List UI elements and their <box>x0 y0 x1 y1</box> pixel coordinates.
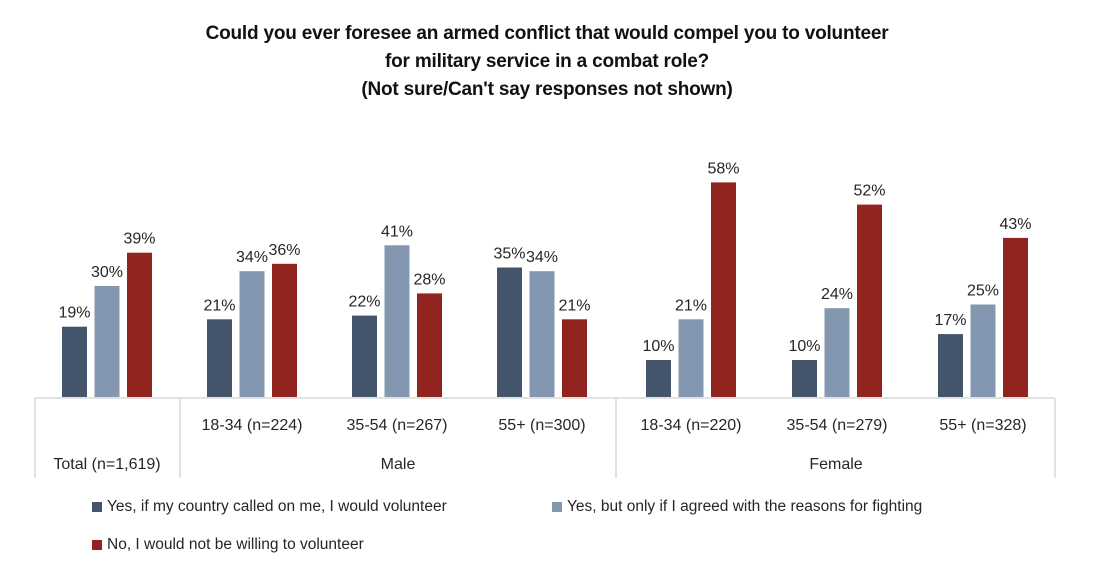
category-axis: Total (n=1,619) 18-34 (n=224) 35-54 (n=267… <box>34 397 1056 478</box>
category-label: 18-34 (n=224) <box>202 417 303 434</box>
bar-3-1 <box>127 252 152 397</box>
bar-3-2 <box>272 263 297 397</box>
group-label-female: Female <box>809 456 862 473</box>
chart-title-line-3: (Not sure/Can't say responses not shown) <box>361 79 733 100</box>
data-label: 19% <box>58 305 90 322</box>
bar-1-5 <box>646 360 671 397</box>
data-label: 10% <box>788 338 820 355</box>
bar-2-2 <box>239 271 265 397</box>
bar-2-6 <box>824 308 850 397</box>
data-label: 34% <box>526 249 558 266</box>
data-label: 58% <box>707 160 739 177</box>
category-label: Total (n=1,619) <box>53 456 160 473</box>
data-label: 24% <box>821 286 853 303</box>
legend-item-yes-if-agreed: Yes, but only if I agreed with the reaso… <box>552 498 922 516</box>
bar-1-2 <box>207 319 232 397</box>
bar-2-5 <box>678 319 704 397</box>
data-label: 21% <box>675 297 707 314</box>
legend-label: Yes, if my country called on me, I would… <box>107 498 447 515</box>
bar-1-7 <box>938 334 963 397</box>
category-label: 35-54 (n=279) <box>787 417 888 434</box>
bar-3-4 <box>562 319 587 397</box>
bar-3-7 <box>1003 237 1028 397</box>
bar-2-7 <box>970 304 996 397</box>
data-label: 21% <box>558 297 590 314</box>
bar-3-5 <box>711 182 736 397</box>
legend-swatch <box>92 502 102 512</box>
bar-1-4 <box>497 267 522 397</box>
data-label: 30% <box>91 264 123 281</box>
data-label: 17% <box>934 312 966 329</box>
data-label: 41% <box>381 223 413 240</box>
legend-item-yes-if-called: Yes, if my country called on me, I would… <box>92 498 447 516</box>
data-label: 35% <box>493 246 525 263</box>
bar-2-1 <box>94 286 120 397</box>
data-label: 28% <box>413 271 445 288</box>
data-labels-layer: 19% 21% 22% 35% 10% 10% 17% 30% 34% 41% 34% 21% 24% 2… <box>58 160 1031 355</box>
bar-1-6 <box>792 360 817 397</box>
data-label: 39% <box>123 231 155 248</box>
chart-title: Could you ever foresee an armed conflict… <box>0 20 1094 104</box>
data-label: 52% <box>853 183 885 200</box>
legend-label: Yes, but only if I agreed with the reaso… <box>567 498 923 515</box>
bar-3-3 <box>417 293 442 397</box>
data-label: 36% <box>268 242 300 259</box>
bar-1-1 <box>62 326 87 397</box>
data-label: 10% <box>642 338 674 355</box>
bar-1-3 <box>352 315 377 397</box>
data-label: 34% <box>236 249 268 266</box>
category-label: 35-54 (n=267) <box>347 417 448 434</box>
legend-label: No, I would not be willing to volunteer <box>107 536 364 553</box>
data-label: 25% <box>967 283 999 300</box>
chart-title-line-1: Could you ever foresee an armed conflict… <box>205 23 889 44</box>
legend-item-no: No, I would not be willing to volunteer <box>92 536 364 554</box>
bar-2-3 <box>384 245 410 397</box>
chart-title-line-2: for military service in a combat role? <box>385 51 709 72</box>
bar-3-6 <box>857 204 882 397</box>
category-label: 55+ (n=328) <box>939 417 1026 434</box>
legend-swatch <box>92 540 102 550</box>
legend-swatch <box>552 502 562 512</box>
data-label: 21% <box>203 297 235 314</box>
bars-layer <box>62 182 1028 397</box>
bar-2-4 <box>529 271 555 397</box>
data-label: 43% <box>999 216 1031 233</box>
category-label: 55+ (n=300) <box>498 417 585 434</box>
data-label: 22% <box>348 294 380 311</box>
group-label-male: Male <box>381 456 416 473</box>
category-label: 18-34 (n=220) <box>641 417 742 434</box>
